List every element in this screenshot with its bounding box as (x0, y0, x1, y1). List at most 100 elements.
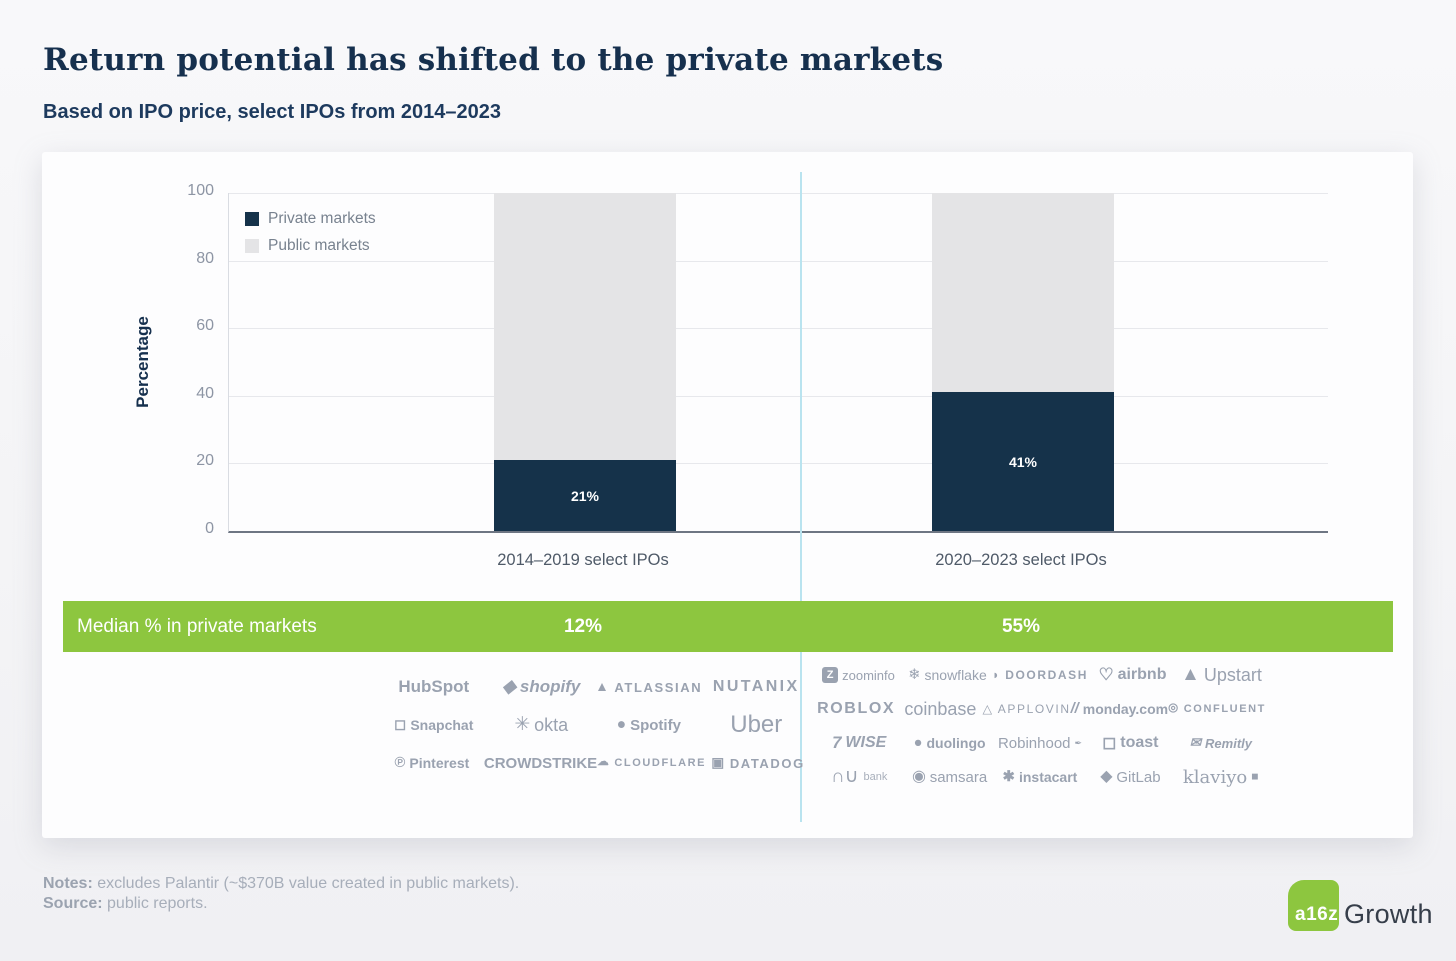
logo-row: 7 WISE ● duolingo Robinhood ✒ ◻ toast ✉ Remitly (814, 726, 1266, 760)
median-value-2014-2019: 12% (563, 615, 603, 637)
gridline-100 (229, 193, 1328, 194)
duolingo-label: duolingo (926, 735, 986, 751)
legend-label: Private markets (268, 210, 376, 227)
confluent-label: CONFLUENT (1183, 703, 1266, 715)
logo-spotify: ● Spotify (617, 717, 681, 734)
nutanix-label: NUTANIX (712, 678, 800, 695)
plot-area: Private markets Public markets 21% 41% (228, 193, 1328, 533)
logo-row: ◻ Snapchat ✳ okta ● Spotify Uber (380, 706, 810, 744)
remitly-label: Remitly (1205, 735, 1252, 751)
zoominfo-icon: Z (822, 667, 839, 683)
logo-samsara: ◉ samsara (912, 769, 987, 786)
datadog-label: DATADOG (729, 755, 805, 771)
duolingo-icon: ● (913, 734, 923, 751)
gitlab-label: GitLab (1116, 768, 1161, 786)
airbnb-label: airbnb (1117, 666, 1167, 683)
coinbase-label: coinbase (904, 698, 977, 719)
logo-wise: 7 WISE (832, 734, 886, 752)
bar-2020-2023: 41% (932, 193, 1114, 531)
okta-icon: ✳ (514, 713, 531, 735)
gridline-20 (229, 463, 1328, 465)
logo-okta: ✳ okta (514, 715, 568, 736)
nubank-icon: ∩∪ (831, 765, 859, 787)
era-divider-line (800, 172, 802, 822)
applovin-label: APPLOVIN (997, 702, 1071, 716)
chart-legend: Private markets Public markets (245, 210, 376, 255)
samsara-label: samsara (929, 768, 988, 786)
datadog-icon: ▣ (711, 755, 726, 771)
bar-segment-private-markets: 41% (932, 392, 1114, 531)
okta-label: okta (534, 714, 569, 735)
monday-label: monday.com (1082, 701, 1169, 717)
toast-label: toast (1120, 734, 1159, 751)
logo-hubspot: HubSpot (398, 677, 469, 697)
snowflake-icon: ❄ (908, 666, 921, 683)
snapchat-label: Snapchat (410, 717, 474, 733)
roblox-label: ROBLOX (817, 700, 896, 717)
logo-doordash: ◗ DOORDASH (992, 668, 1088, 682)
logo-shopify: ◆ shopify (502, 677, 580, 697)
y-tick-40: 40 (196, 384, 214, 402)
notes-label: Notes: (43, 875, 93, 892)
confluent-icon: ◎ (1168, 702, 1180, 715)
legend-item-public-markets: Public markets (245, 237, 376, 255)
logo-gitlab: ◆ GitLab (1100, 769, 1160, 786)
hubspot-label: HubSpot (398, 677, 470, 696)
y-tick-60: 60 (196, 317, 214, 335)
median-banner-label: Median % in private markets (77, 615, 317, 637)
klaviyo-mark-icon: ◼ (1251, 771, 1259, 782)
category-label-2020-2023: 2020–2023 select IPOs (935, 551, 1107, 569)
bar-segment-public-markets (494, 193, 676, 461)
snapchat-icon: ◻ (394, 716, 407, 733)
logo-monday: //monday.com (1071, 701, 1168, 717)
logo-snowflake: ❄ snowflake (908, 667, 987, 683)
klaviyo-label: klaviyo (1182, 766, 1248, 788)
a16z-logo-icon: a16z (1288, 880, 1339, 931)
bar-value-label: 21% (570, 487, 600, 504)
logo-coinbase: coinbase (904, 699, 976, 720)
wise-icon: 7 (832, 732, 842, 752)
remitly-icon: ✉ (1189, 735, 1202, 751)
source-text: public reports. (102, 894, 208, 912)
robinhood-label: Robinhood (997, 734, 1071, 752)
atlassian-icon: ▲ (595, 679, 611, 695)
logo-robinhood: Robinhood ✒ (998, 735, 1082, 752)
gridline-80 (229, 260, 1328, 262)
notes-line: Notes: excludes Palantir (~$370B value c… (43, 874, 519, 894)
source-label: Source: (43, 894, 103, 912)
doordash-icon: ◗ (991, 667, 1002, 682)
shopify-label: shopify (519, 677, 581, 696)
y-tick-80: 80 (196, 249, 214, 267)
logo-crowdstrike: CROWDSTRIKE (484, 755, 597, 772)
y-tick-0: 0 (205, 520, 214, 537)
median-banner: Median % in private markets 12% 55% (63, 601, 1393, 652)
bar-segment-private-markets: 21% (494, 460, 676, 531)
page-title: Return potential has shifted to the priv… (43, 42, 944, 78)
logo-confluent: ◎ CONFLUENT (1168, 703, 1266, 715)
toast-icon: ◻ (1102, 732, 1117, 752)
atlassian-label: ATLASSIAN (614, 679, 703, 695)
logo-row: HubSpot ◆ shopify ▲ ATLASSIAN NUTANIX (380, 668, 810, 706)
logo-atlassian: ▲ ATLASSIAN (595, 680, 702, 695)
logo-upstart: ▲ Upstart (1181, 665, 1262, 686)
logo-roblox: ROBLOX (817, 700, 895, 718)
bar-segment-public-markets (932, 193, 1114, 393)
logo-instacart: ✱ instacart (1003, 769, 1078, 785)
applovin-icon: △ (982, 701, 994, 716)
zoominfo-label: zoominfo (842, 667, 895, 683)
legend-swatch-icon (245, 239, 259, 253)
category-label-2014-2019: 2014–2019 select IPOs (497, 551, 669, 569)
snowflake-label: snowflake (924, 667, 987, 683)
bar-value-label: 41% (1008, 453, 1038, 470)
nubank-suffix: bank (863, 771, 888, 783)
logo-nutanix: NUTANIX (713, 678, 800, 696)
instacart-label: instacart (1018, 769, 1078, 785)
y-tick-20: 20 (196, 452, 214, 470)
pinterest-icon: ℗ (394, 754, 406, 771)
shopify-icon: ◆ (502, 676, 516, 697)
logo-datadog: ▣ DATADOG (711, 756, 805, 771)
spotify-label: Spotify (630, 716, 681, 734)
